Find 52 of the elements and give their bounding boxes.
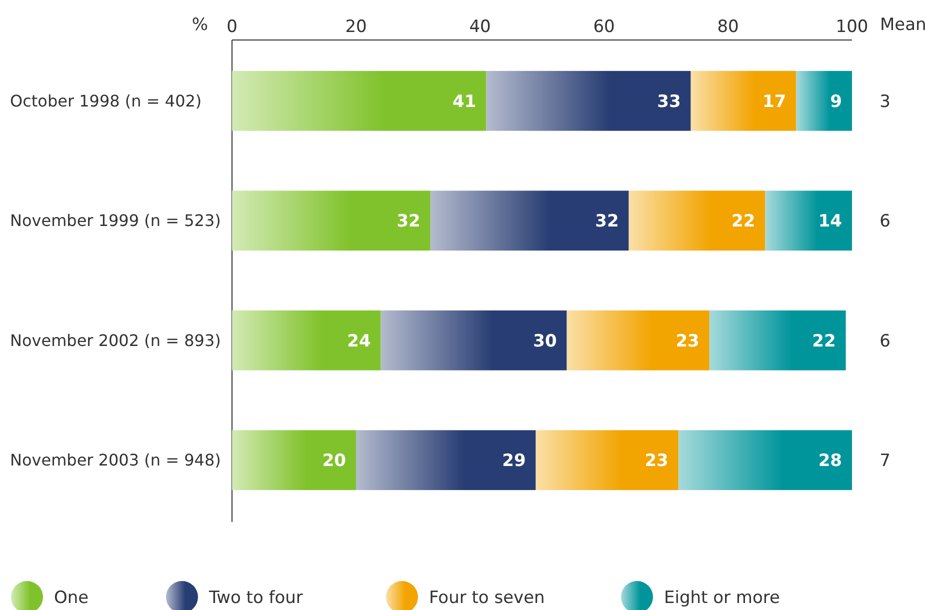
data-label: 28	[818, 451, 842, 472]
text: 7	[880, 451, 890, 472]
data-label: 30	[533, 331, 557, 352]
text: Mean	[880, 15, 925, 35]
y-tick-label: November 2002 (n = 893)	[10, 330, 221, 350]
x-tick-label: 40	[469, 17, 491, 37]
x-tick-label: 20	[345, 17, 367, 37]
bar	[380, 310, 567, 370]
y-tick-label: November 1999 (n = 523)	[10, 211, 221, 230]
data-label: 22	[732, 212, 756, 232]
data-label: 17	[762, 92, 786, 112]
bar	[356, 430, 536, 490]
bar	[566, 310, 710, 370]
y-tick-label: November 2003 (n = 948)	[10, 450, 221, 470]
bar	[486, 70, 691, 131]
x-tick-label: 60	[593, 17, 615, 37]
data-label: 32	[595, 212, 619, 232]
legend-label: Eight or more	[664, 588, 780, 608]
data-label: 22	[812, 331, 836, 352]
data-label: 33	[657, 92, 681, 112]
bar	[765, 190, 852, 251]
y-tick-label: October 1998 (n = 402)	[10, 91, 202, 110]
data-label: 9	[830, 92, 842, 112]
bar	[796, 70, 852, 131]
text: 6	[880, 331, 890, 352]
x-tick-label: 0	[226, 17, 238, 37]
data-label: 24	[347, 331, 371, 352]
bar	[232, 190, 430, 251]
data-label: 14	[818, 212, 842, 232]
bar	[536, 430, 678, 490]
bar	[690, 70, 796, 131]
data-label: 23	[676, 331, 700, 352]
x-tick-label: 100	[836, 17, 868, 37]
bar	[709, 310, 846, 370]
legend-label: Four to seven	[429, 588, 545, 608]
x-tick-label: 80	[717, 17, 739, 37]
bar	[430, 190, 629, 251]
x-axis-title: %	[192, 15, 208, 35]
legend-label: Two to four	[208, 588, 303, 608]
text: 6	[880, 212, 890, 232]
data-label: 41	[452, 92, 476, 112]
data-label: 32	[396, 212, 420, 232]
bar	[628, 190, 766, 251]
bar	[232, 310, 381, 370]
data-label: 29	[502, 451, 526, 472]
data-label: 20	[322, 451, 346, 472]
legend-label: One	[54, 588, 89, 608]
text: 3	[880, 92, 890, 112]
bar	[232, 430, 356, 490]
bar	[232, 70, 486, 131]
data-label: 23	[644, 451, 668, 472]
bar	[678, 430, 852, 490]
